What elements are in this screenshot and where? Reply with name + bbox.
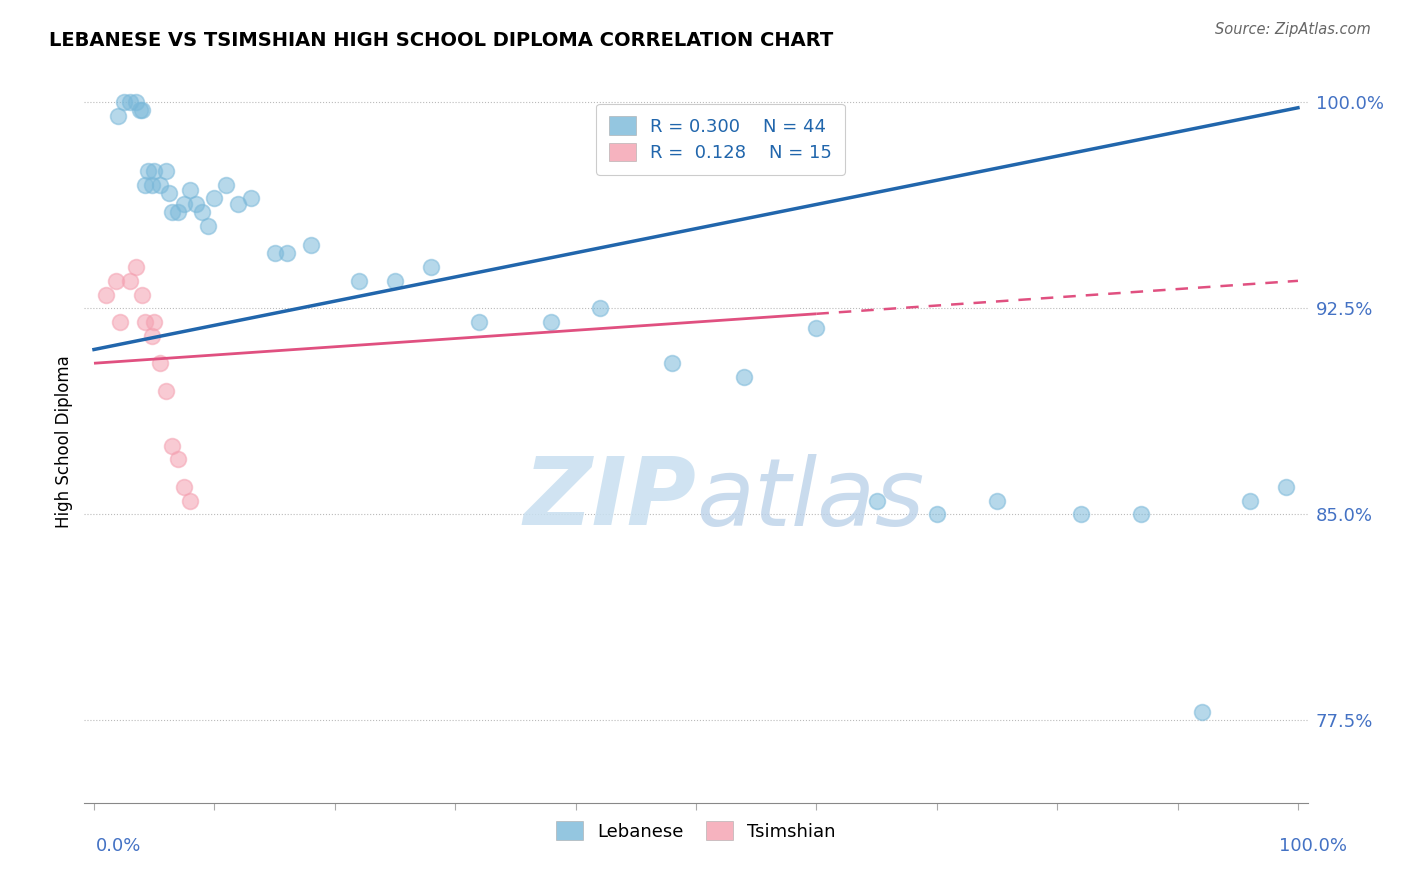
Point <box>155 164 177 178</box>
Text: atlas: atlas <box>696 454 924 545</box>
Point <box>179 183 201 197</box>
Point <box>986 493 1008 508</box>
Point <box>925 508 948 522</box>
Point <box>202 191 225 205</box>
Point <box>197 219 219 233</box>
Point <box>149 178 172 192</box>
Point <box>299 238 322 252</box>
Point <box>588 301 610 316</box>
Point <box>239 191 262 205</box>
Point <box>173 480 195 494</box>
Point <box>136 164 159 178</box>
Point <box>107 109 129 123</box>
Point <box>1275 480 1298 494</box>
Point <box>167 205 190 219</box>
Point <box>806 320 828 334</box>
Point <box>141 178 163 192</box>
Point <box>347 274 370 288</box>
Point <box>276 246 298 260</box>
Point <box>110 315 132 329</box>
Text: LEBANESE VS TSIMSHIAN HIGH SCHOOL DIPLOMA CORRELATION CHART: LEBANESE VS TSIMSHIAN HIGH SCHOOL DIPLOM… <box>49 31 834 50</box>
Point <box>143 164 166 178</box>
Point <box>733 370 755 384</box>
Point <box>149 356 172 370</box>
Point <box>112 95 135 110</box>
Point <box>384 274 406 288</box>
Point <box>157 186 180 200</box>
Point <box>179 493 201 508</box>
Point <box>1239 493 1261 508</box>
Point <box>143 315 166 329</box>
Text: 100.0%: 100.0% <box>1279 837 1347 855</box>
Point <box>120 274 142 288</box>
Point <box>162 205 184 219</box>
Point <box>155 384 177 398</box>
Point <box>191 205 214 219</box>
Point <box>215 178 238 192</box>
Point <box>1191 705 1213 719</box>
Point <box>131 103 153 118</box>
Point <box>141 328 163 343</box>
Point <box>1070 508 1092 522</box>
Y-axis label: High School Diploma: High School Diploma <box>55 355 73 528</box>
Point <box>120 95 142 110</box>
Point <box>468 315 491 329</box>
Point <box>104 274 127 288</box>
Point <box>1130 508 1153 522</box>
Point <box>134 315 156 329</box>
Text: 0.0%: 0.0% <box>96 837 141 855</box>
Point <box>228 197 250 211</box>
Point <box>167 452 190 467</box>
Point <box>420 260 443 274</box>
Point <box>661 356 683 370</box>
Point <box>131 287 153 301</box>
Point <box>173 197 195 211</box>
Point <box>263 246 285 260</box>
Point <box>162 439 184 453</box>
Point <box>128 103 150 118</box>
Legend: Lebanese, Tsimshian: Lebanese, Tsimshian <box>548 814 844 848</box>
Point <box>540 315 562 329</box>
Point <box>125 260 148 274</box>
Text: ZIP: ZIP <box>523 453 696 545</box>
Point <box>94 287 117 301</box>
Point <box>186 197 208 211</box>
Text: Source: ZipAtlas.com: Source: ZipAtlas.com <box>1215 22 1371 37</box>
Point <box>125 95 148 110</box>
Point <box>134 178 156 192</box>
Point <box>865 493 887 508</box>
